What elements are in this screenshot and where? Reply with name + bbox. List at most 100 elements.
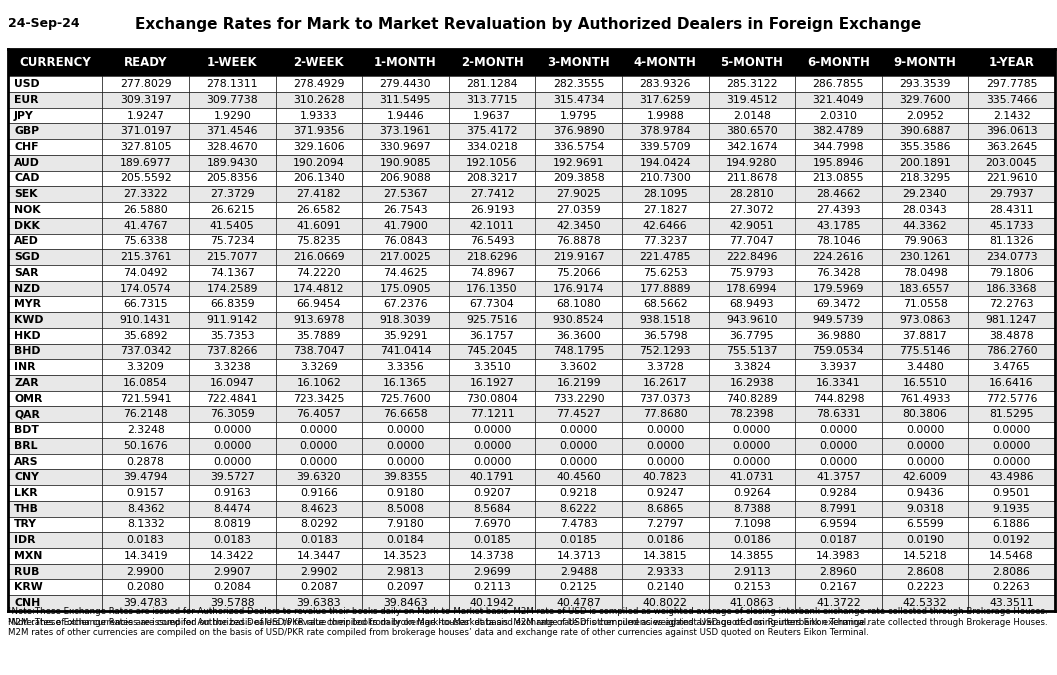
Text: IDR: IDR [14, 535, 36, 545]
Text: 76.2148: 76.2148 [124, 409, 168, 419]
Text: 42.1011: 42.1011 [469, 221, 515, 231]
Text: 39.8355: 39.8355 [383, 472, 428, 482]
Text: 6.5599: 6.5599 [906, 519, 944, 529]
Text: 194.9280: 194.9280 [726, 158, 778, 168]
Text: 14.3419: 14.3419 [124, 551, 168, 561]
Text: 329.7600: 329.7600 [900, 95, 951, 105]
Text: 205.5592: 205.5592 [119, 173, 171, 184]
Text: 3.3238: 3.3238 [214, 362, 252, 372]
Text: 0.0000: 0.0000 [906, 456, 944, 466]
Text: 41.3757: 41.3757 [816, 472, 860, 482]
Text: 279.4430: 279.4430 [379, 79, 431, 89]
Text: RUB: RUB [14, 566, 39, 576]
Text: TRY: TRY [14, 519, 37, 529]
Text: 285.3122: 285.3122 [726, 79, 778, 89]
Text: 0.0000: 0.0000 [819, 425, 857, 435]
Text: 0.9166: 0.9166 [300, 488, 338, 498]
Text: 76.4057: 76.4057 [296, 409, 341, 419]
Text: 938.1518: 938.1518 [639, 315, 691, 325]
Text: 1-WEEK: 1-WEEK [207, 56, 258, 70]
Text: AUD: AUD [14, 158, 40, 168]
Text: 75.6253: 75.6253 [643, 268, 687, 278]
Text: 8.6865: 8.6865 [646, 504, 684, 514]
Text: 378.9784: 378.9784 [639, 126, 691, 136]
Text: 27.1827: 27.1827 [643, 205, 687, 215]
Text: 7.1098: 7.1098 [733, 519, 771, 529]
Text: 37.8817: 37.8817 [903, 331, 947, 341]
Text: 0.0192: 0.0192 [993, 535, 1031, 545]
Text: 0.0186: 0.0186 [646, 535, 684, 545]
Text: 373.1961: 373.1961 [379, 126, 431, 136]
Text: 205.8356: 205.8356 [206, 173, 258, 184]
Text: 16.0947: 16.0947 [210, 378, 255, 388]
Text: 9.1935: 9.1935 [993, 504, 1031, 514]
Text: 77.8680: 77.8680 [643, 409, 688, 419]
Text: 28.0343: 28.0343 [903, 205, 947, 215]
Text: 9.0318: 9.0318 [906, 504, 944, 514]
Text: 0.0000: 0.0000 [733, 425, 771, 435]
Text: 321.4049: 321.4049 [813, 95, 865, 105]
Text: CAD: CAD [14, 173, 39, 184]
Text: 203.0045: 203.0045 [985, 158, 1038, 168]
Text: 0.0183: 0.0183 [214, 535, 252, 545]
Text: 277.8029: 277.8029 [119, 79, 171, 89]
Text: USD: USD [14, 79, 40, 89]
Text: 14.3447: 14.3447 [297, 551, 341, 561]
Text: 8.7991: 8.7991 [819, 504, 857, 514]
Text: 68.9493: 68.9493 [729, 299, 774, 309]
Text: 74.1367: 74.1367 [210, 268, 255, 278]
Text: 208.3217: 208.3217 [466, 173, 518, 184]
Text: 949.5739: 949.5739 [813, 315, 865, 325]
Text: 8.4474: 8.4474 [214, 504, 252, 514]
Text: 14.3523: 14.3523 [383, 551, 428, 561]
Text: 0.9157: 0.9157 [127, 488, 165, 498]
Text: 77.4527: 77.4527 [556, 409, 601, 419]
Text: 925.7516: 925.7516 [466, 315, 518, 325]
Text: 7.2797: 7.2797 [646, 519, 684, 529]
Text: INR: INR [14, 362, 36, 372]
Text: 221.4785: 221.4785 [639, 252, 691, 262]
Text: GBP: GBP [14, 126, 39, 136]
Text: 0.2140: 0.2140 [646, 583, 684, 592]
Text: 0.0000: 0.0000 [559, 456, 598, 466]
Text: EUR: EUR [14, 95, 39, 105]
Text: 286.7855: 286.7855 [813, 79, 865, 89]
Text: 3.4765: 3.4765 [993, 362, 1031, 372]
Text: MXN: MXN [14, 551, 42, 561]
Text: 2.0952: 2.0952 [906, 111, 944, 121]
Text: 0.0187: 0.0187 [819, 535, 857, 545]
Text: 50.1676: 50.1676 [124, 441, 168, 451]
Text: 0.0184: 0.0184 [387, 535, 425, 545]
Text: 28.4311: 28.4311 [989, 205, 1034, 215]
Text: 39.5727: 39.5727 [210, 472, 255, 482]
Text: KWD: KWD [14, 315, 43, 325]
Text: 75.6338: 75.6338 [124, 236, 168, 246]
Text: 39.8463: 39.8463 [383, 598, 428, 608]
Text: 16.1062: 16.1062 [296, 378, 341, 388]
Text: 2.0148: 2.0148 [733, 111, 771, 121]
Text: 282.3555: 282.3555 [553, 79, 605, 89]
Text: 44.3362: 44.3362 [903, 221, 947, 231]
Text: 0.0186: 0.0186 [733, 535, 771, 545]
Text: 0.0000: 0.0000 [472, 456, 512, 466]
Text: 39.6320: 39.6320 [296, 472, 341, 482]
Text: 14.3738: 14.3738 [469, 551, 515, 561]
Text: 297.7785: 297.7785 [986, 79, 1037, 89]
Text: 39.6383: 39.6383 [297, 598, 341, 608]
Text: 8.4623: 8.4623 [300, 504, 338, 514]
Text: 68.1080: 68.1080 [556, 299, 601, 309]
Text: 81.1326: 81.1326 [989, 236, 1034, 246]
Text: 40.4560: 40.4560 [556, 472, 601, 482]
Text: 26.6582: 26.6582 [297, 205, 341, 215]
Text: SAR: SAR [14, 268, 39, 278]
Text: 0.0183: 0.0183 [127, 535, 165, 545]
Text: 28.1095: 28.1095 [643, 189, 688, 199]
Text: 179.5969: 179.5969 [813, 284, 865, 294]
Text: 278.4929: 278.4929 [293, 79, 345, 89]
Text: 75.2066: 75.2066 [556, 268, 601, 278]
Text: LKR: LKR [14, 488, 38, 498]
Text: 42.9051: 42.9051 [729, 221, 774, 231]
Text: 737.0342: 737.0342 [119, 346, 171, 356]
Text: 28.2810: 28.2810 [729, 189, 774, 199]
Text: 76.3059: 76.3059 [210, 409, 255, 419]
